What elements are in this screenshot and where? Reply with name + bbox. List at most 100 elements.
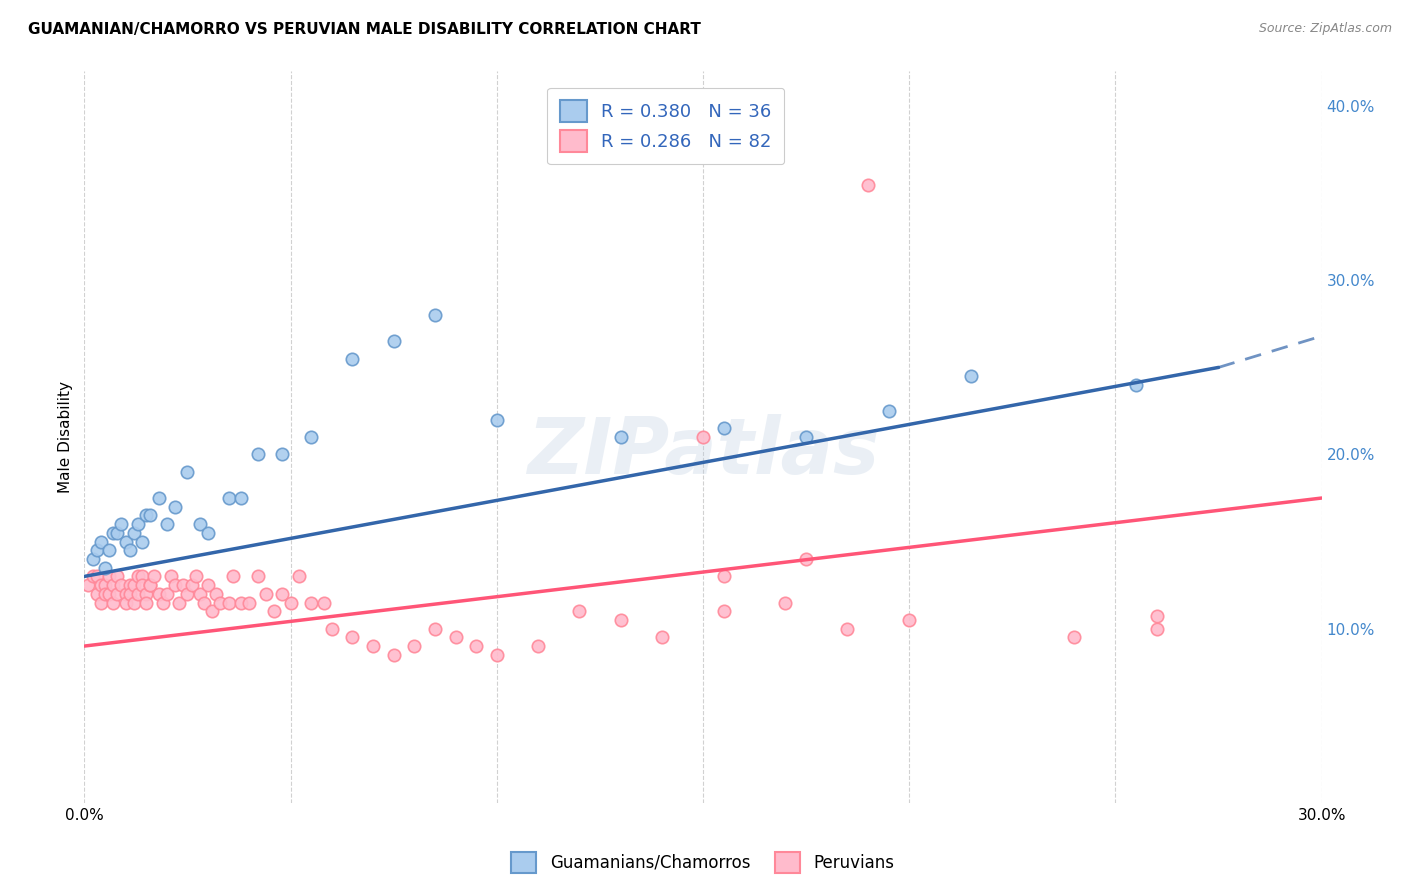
Point xyxy=(110,578,132,592)
Point xyxy=(898,613,921,627)
Point xyxy=(86,543,108,558)
Point xyxy=(135,595,157,609)
Point xyxy=(197,578,219,592)
Point xyxy=(118,543,141,558)
Point xyxy=(131,569,153,583)
Legend: R = 0.380   N = 36, R = 0.286   N = 82: R = 0.380 N = 36, R = 0.286 N = 82 xyxy=(547,87,785,164)
Point xyxy=(165,578,187,592)
Point xyxy=(856,178,879,192)
Point xyxy=(222,569,245,583)
Point xyxy=(299,430,322,444)
Point xyxy=(423,308,446,322)
Point xyxy=(246,569,269,583)
Point xyxy=(1146,622,1168,636)
Point xyxy=(77,578,100,592)
Point xyxy=(98,587,121,601)
Point xyxy=(118,587,141,601)
Point xyxy=(105,587,128,601)
Point xyxy=(165,500,187,514)
Point xyxy=(98,543,121,558)
Point xyxy=(127,517,149,532)
Point xyxy=(465,639,488,653)
Point xyxy=(209,595,232,609)
Point xyxy=(423,622,446,636)
Point xyxy=(131,578,153,592)
Point xyxy=(382,334,405,349)
Point xyxy=(139,578,162,592)
Point xyxy=(1125,377,1147,392)
Point xyxy=(127,587,149,601)
Point xyxy=(176,465,198,479)
Point xyxy=(361,639,384,653)
Point xyxy=(485,412,508,426)
Point xyxy=(160,569,183,583)
Point xyxy=(1146,609,1168,624)
Point xyxy=(312,595,335,609)
Point xyxy=(127,569,149,583)
Point xyxy=(299,595,322,609)
Point xyxy=(98,569,121,583)
Point xyxy=(342,631,364,645)
Point xyxy=(172,578,194,592)
Point xyxy=(794,430,817,444)
Point xyxy=(94,587,117,601)
Point xyxy=(794,552,817,566)
Point xyxy=(94,560,117,574)
Text: ZIPatlas: ZIPatlas xyxy=(527,414,879,490)
Point xyxy=(152,595,174,609)
Point xyxy=(229,595,252,609)
Point xyxy=(90,534,112,549)
Point xyxy=(122,578,145,592)
Point xyxy=(692,430,714,444)
Point xyxy=(404,639,426,653)
Point xyxy=(90,595,112,609)
Point xyxy=(218,595,240,609)
Point xyxy=(94,578,117,592)
Y-axis label: Male Disability: Male Disability xyxy=(58,381,73,493)
Point xyxy=(148,491,170,505)
Point xyxy=(960,369,983,384)
Point xyxy=(118,578,141,592)
Point xyxy=(218,491,240,505)
Point xyxy=(444,631,467,645)
Point xyxy=(156,587,179,601)
Point xyxy=(103,595,125,609)
Point xyxy=(382,648,405,662)
Point xyxy=(877,404,900,418)
Point xyxy=(229,491,252,505)
Point xyxy=(184,569,207,583)
Point xyxy=(713,569,735,583)
Point xyxy=(105,525,128,540)
Point xyxy=(103,525,125,540)
Point xyxy=(609,430,631,444)
Point xyxy=(188,587,211,601)
Point xyxy=(167,595,190,609)
Point xyxy=(713,421,735,435)
Point xyxy=(90,578,112,592)
Point xyxy=(122,595,145,609)
Point xyxy=(837,622,859,636)
Point xyxy=(568,604,591,618)
Point xyxy=(105,569,128,583)
Point xyxy=(156,517,179,532)
Point xyxy=(180,578,202,592)
Point xyxy=(246,448,269,462)
Point xyxy=(114,534,136,549)
Point xyxy=(288,569,311,583)
Point xyxy=(148,587,170,601)
Point xyxy=(86,569,108,583)
Point xyxy=(775,595,797,609)
Point xyxy=(139,578,162,592)
Point xyxy=(82,552,104,566)
Point xyxy=(280,595,302,609)
Point xyxy=(201,604,224,618)
Legend: Guamanians/Chamorros, Peruvians: Guamanians/Chamorros, Peruvians xyxy=(505,846,901,880)
Point xyxy=(271,587,294,601)
Point xyxy=(82,569,104,583)
Point xyxy=(193,595,215,609)
Point xyxy=(176,587,198,601)
Point xyxy=(713,604,735,618)
Point xyxy=(122,525,145,540)
Point xyxy=(114,587,136,601)
Point xyxy=(86,587,108,601)
